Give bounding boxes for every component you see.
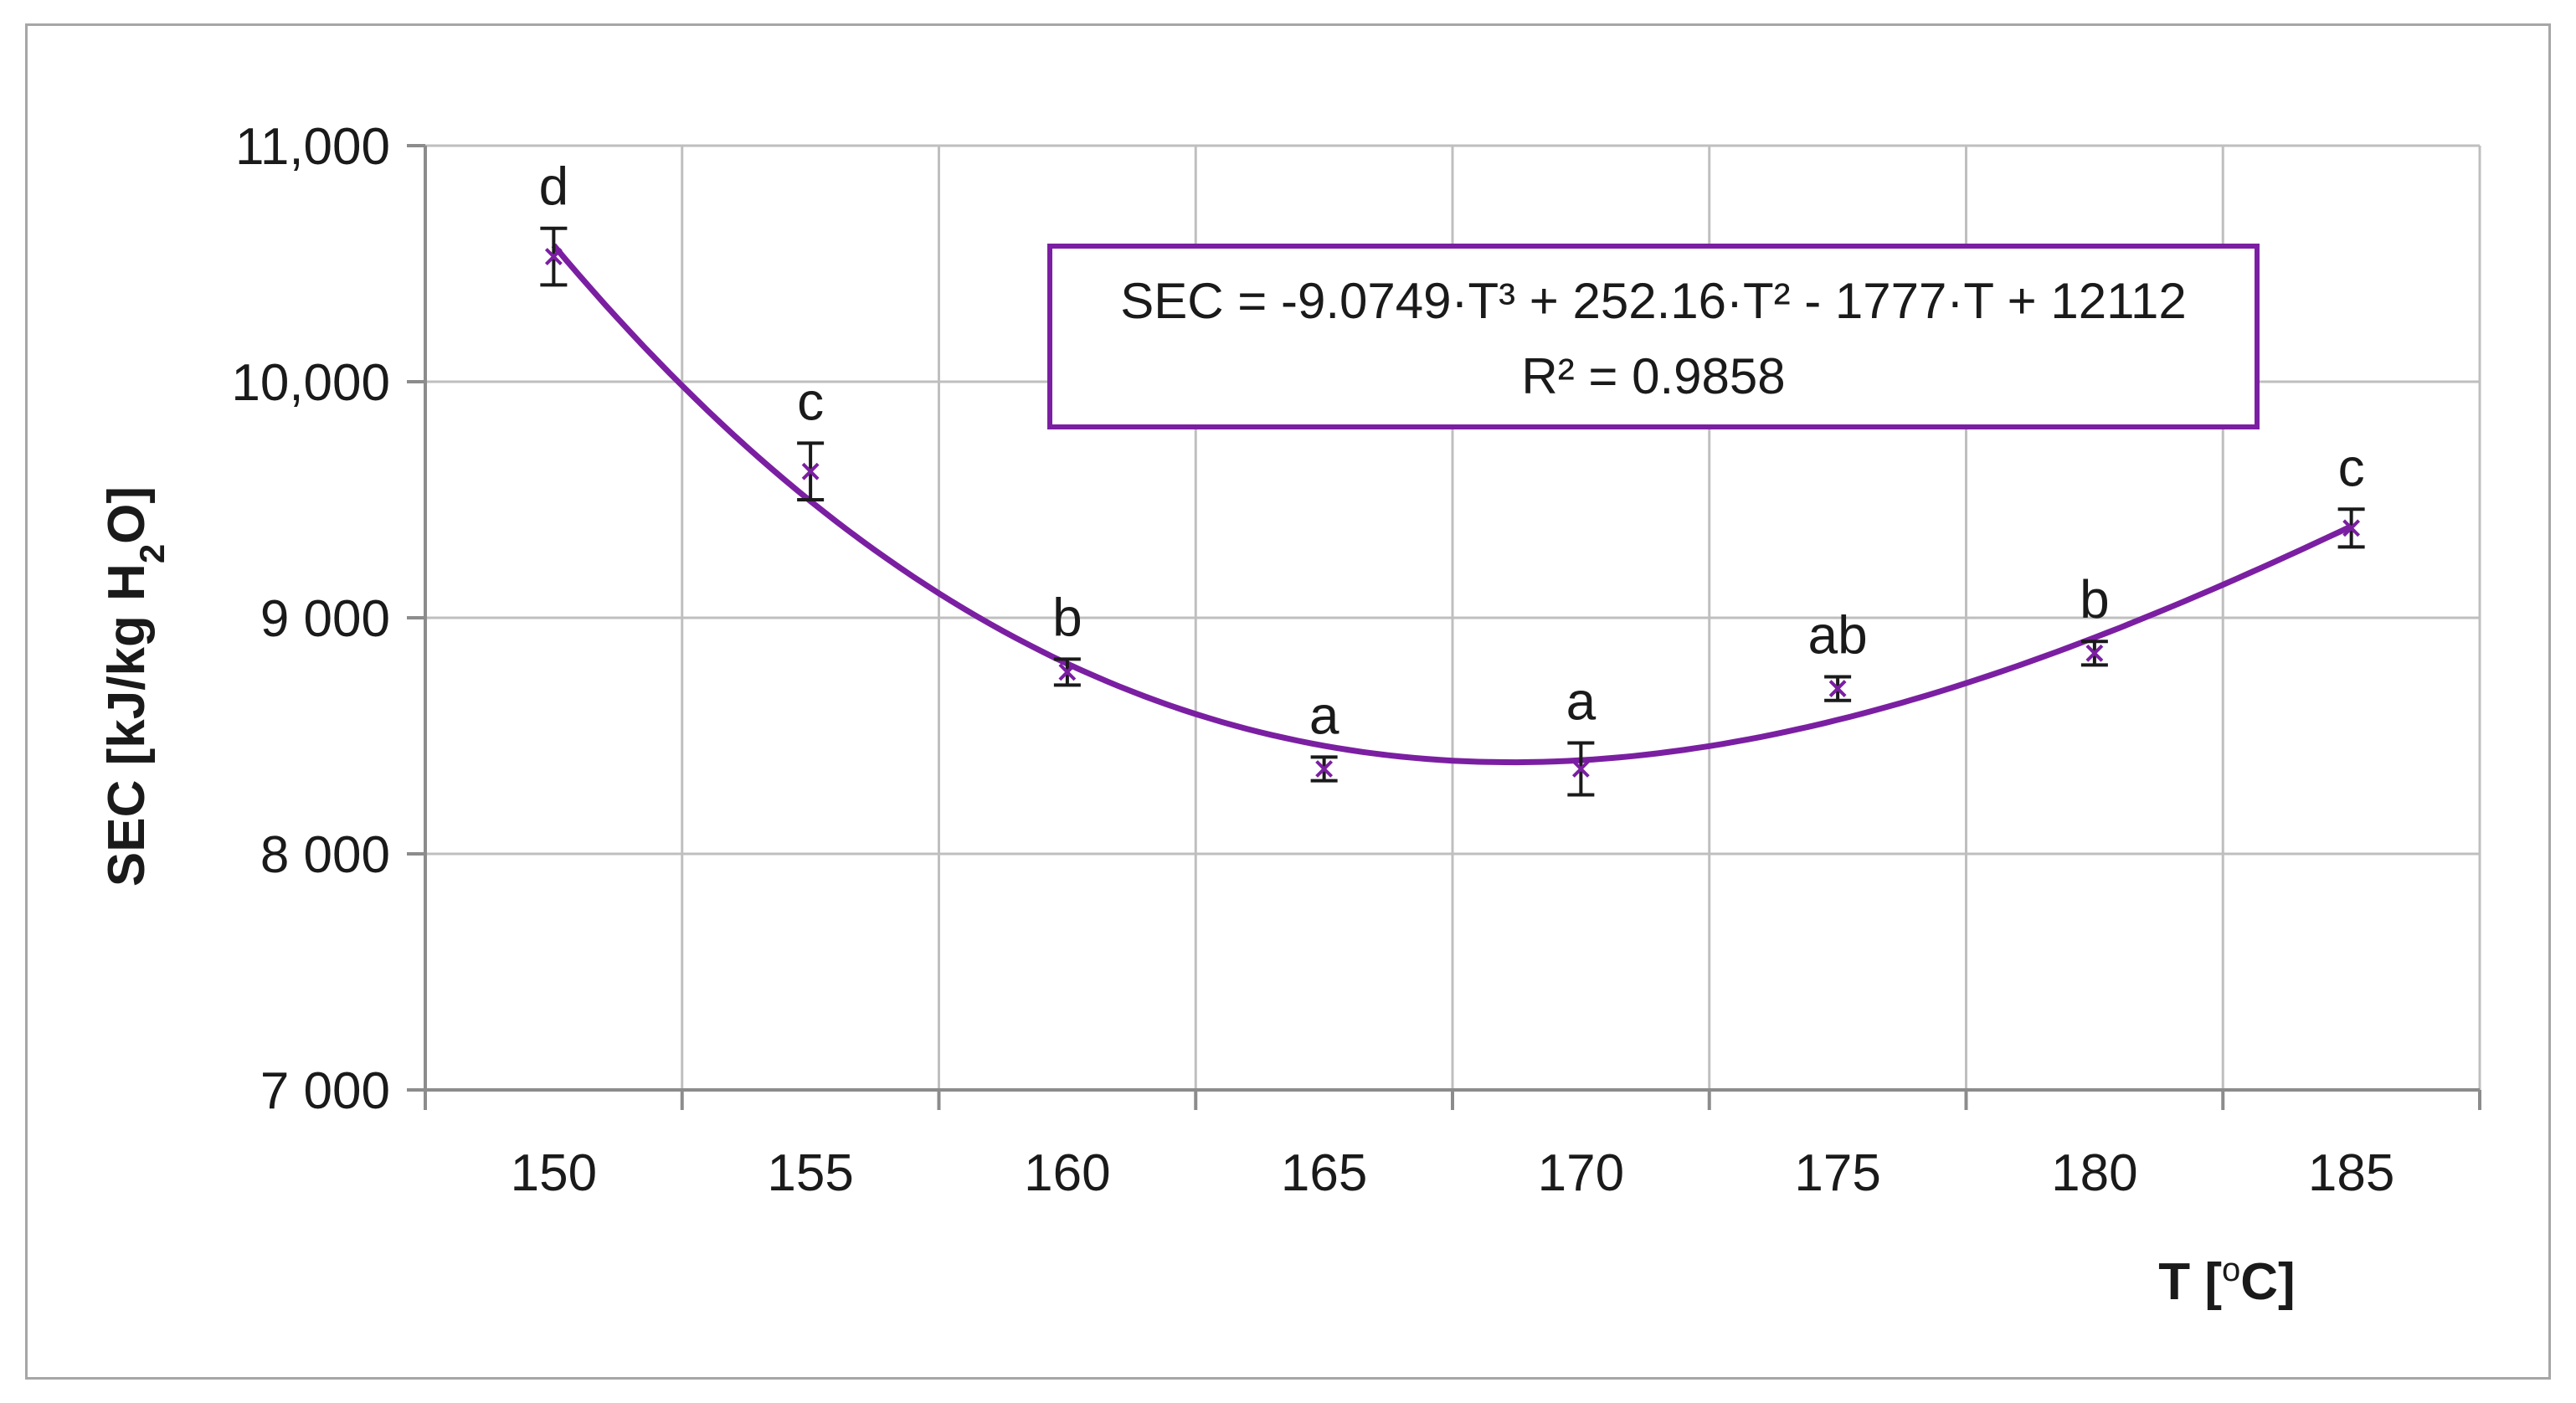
significance-label: b bbox=[2080, 569, 2110, 630]
x-axis-title: T [oC] bbox=[2158, 1251, 2295, 1311]
x-tick-label: 175 bbox=[1794, 1144, 1880, 1202]
y-axis-title: SEC [kJ/kg H2O] bbox=[98, 486, 172, 887]
significance-label: d bbox=[539, 157, 569, 217]
data-point-marker bbox=[544, 248, 563, 265]
y-tick-label: 11,000 bbox=[235, 118, 390, 176]
data-point-marker bbox=[801, 462, 820, 481]
significance-label: c bbox=[2338, 437, 2365, 497]
data-point-marker bbox=[1571, 760, 1590, 778]
trendline-r2: R² = 0.9858 bbox=[1521, 348, 1785, 404]
x-tick-label: 150 bbox=[511, 1144, 597, 1202]
y-axis-title-subscript: 2 bbox=[132, 544, 172, 563]
y-tick-label: 9 000 bbox=[260, 590, 390, 648]
x-tick-label: 180 bbox=[2051, 1144, 2137, 1202]
trendline bbox=[551, 243, 2353, 766]
significance-label: b bbox=[1052, 587, 1082, 647]
significance-label: a bbox=[1566, 671, 1597, 731]
y-tick-label: 8 000 bbox=[260, 826, 390, 884]
y-tick-label: 10,000 bbox=[231, 354, 390, 412]
data-points bbox=[544, 248, 2361, 778]
x-tick-label: 170 bbox=[1538, 1144, 1624, 1202]
equation-box-border bbox=[1047, 244, 2260, 429]
data-point-marker bbox=[2085, 644, 2104, 662]
x-axis-title-main: T [ bbox=[2158, 1253, 2222, 1311]
x-axis-title-end: C] bbox=[2240, 1253, 2295, 1311]
data-point-marker bbox=[2342, 519, 2361, 537]
significance-label: a bbox=[1309, 685, 1339, 745]
significance-label: c bbox=[797, 371, 824, 431]
significance-label: ab bbox=[1808, 605, 1868, 666]
axes bbox=[407, 144, 2481, 1110]
x-tick-labels: 150 155 160 165 170 175 180 185 bbox=[511, 1144, 2395, 1202]
x-axis-title-degree: o bbox=[2222, 1251, 2240, 1288]
data-point-marker bbox=[1315, 760, 1334, 778]
y-tick-label: 7 000 bbox=[260, 1062, 390, 1120]
x-tick-label: 185 bbox=[2308, 1144, 2394, 1202]
data-point-marker bbox=[1828, 680, 1847, 698]
equation-box: SEC = -9.0749·T³ + 252.16·T² - 1777·T + … bbox=[1047, 244, 2260, 429]
trendline-equation: SEC = -9.0749·T³ + 252.16·T² - 1777·T + … bbox=[1120, 273, 2186, 329]
data-point-marker bbox=[1058, 663, 1077, 681]
x-tick-label: 155 bbox=[767, 1144, 853, 1202]
x-tick-label: 160 bbox=[1024, 1144, 1110, 1202]
x-tick-label: 165 bbox=[1281, 1144, 1367, 1202]
significance-labels: d c b a a ab b c bbox=[539, 157, 2365, 746]
y-axis-title-part3: O] bbox=[98, 486, 156, 544]
y-tick-labels: 7 000 8 000 9 000 10,000 11,000 bbox=[231, 118, 390, 1120]
y-axis-title-part1: SEC [kJ/kg H bbox=[98, 563, 156, 887]
